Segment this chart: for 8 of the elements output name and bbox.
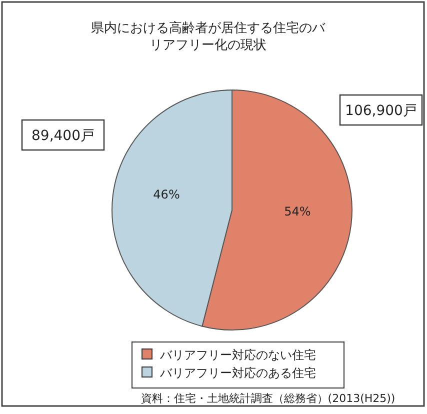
callout: 106,900戸 <box>339 94 423 126</box>
chart-title: 県内における高齢者が居住する住宅のバリアフリー化の現状 <box>91 20 325 54</box>
callout: 89,400戸 <box>21 119 105 151</box>
legend-label: バリアフリー対応のない住宅 <box>159 348 316 362</box>
data-label: 46% <box>153 188 180 202</box>
text: 資料：住宅・土地統計調査（総務省）(2013(H25)) <box>140 392 396 405</box>
legend-label: バリアフリー対応のある住宅 <box>159 366 316 380</box>
data-label: 54% <box>284 204 311 218</box>
